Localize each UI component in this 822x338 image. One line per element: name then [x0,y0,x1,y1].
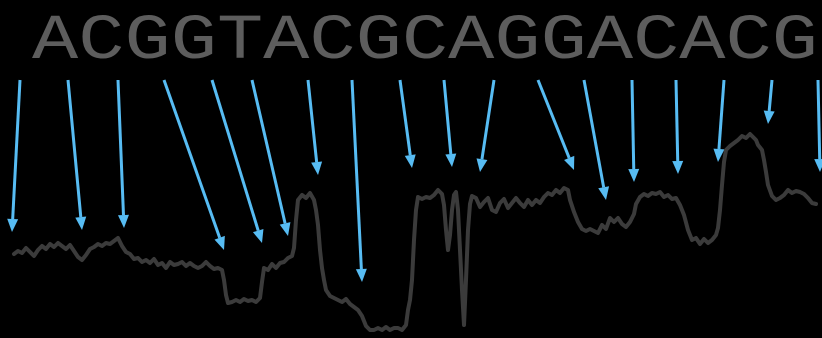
arrow-shaft [66,79,83,218]
arrow-15 [672,79,684,174]
arrow-shaft [250,79,287,224]
arrow-head [598,186,610,200]
arrow-head [214,235,225,250]
arrow-8 [350,79,367,282]
raw-signal-trace [12,132,818,332]
arrow-shaft [116,79,125,216]
arrow-3 [116,79,129,228]
arrow-shaft [162,79,222,239]
arrow-shaft [717,79,726,150]
arrow-head [814,158,822,172]
arrow-9 [398,79,416,168]
arrow-shaft [306,79,319,163]
arrow-head [476,158,488,172]
arrow-head [7,218,19,232]
arrow-6 [250,79,291,236]
arrow-14 [628,79,640,182]
arrow-shaft [398,79,412,156]
base-to-signal-arrows [7,79,822,282]
arrow-shaft [630,79,636,170]
arrow-shaft [816,79,822,160]
arrow-1 [7,79,22,232]
arrow-shaft [11,79,22,220]
arrow-10 [442,79,457,167]
arrow-17 [763,79,775,124]
arrow-head [763,110,775,124]
arrow-head [355,268,367,282]
arrow-4 [162,79,225,250]
arrow-head [75,216,87,230]
arrow-5 [210,79,264,243]
dna-sequence: ACGGTACGCAGGACACG [32,6,818,78]
arrow-13 [582,79,610,200]
arrow-head [404,154,416,168]
arrow-head [564,155,575,170]
arrow-12 [536,79,575,170]
arrow-shaft [536,79,571,159]
arrow-7 [306,79,323,175]
arrow-head [252,228,264,243]
arrow-head [279,222,291,236]
arrow-shaft [674,79,680,162]
arrow-16 [713,79,726,162]
arrow-2 [66,79,87,230]
arrow-11 [476,79,496,172]
arrow-head [713,148,725,162]
arrow-18 [814,79,822,172]
arrow-shaft [480,79,496,160]
arrow-head [445,153,457,167]
arrow-shaft [442,79,453,155]
arrow-shaft [767,79,774,112]
arrow-head [672,160,684,174]
arrow-shaft [210,79,260,232]
arrow-head [117,214,129,228]
arrow-head [628,168,640,182]
arrow-shaft [350,79,363,270]
arrow-head [311,161,323,175]
arrow-shaft [582,79,606,188]
